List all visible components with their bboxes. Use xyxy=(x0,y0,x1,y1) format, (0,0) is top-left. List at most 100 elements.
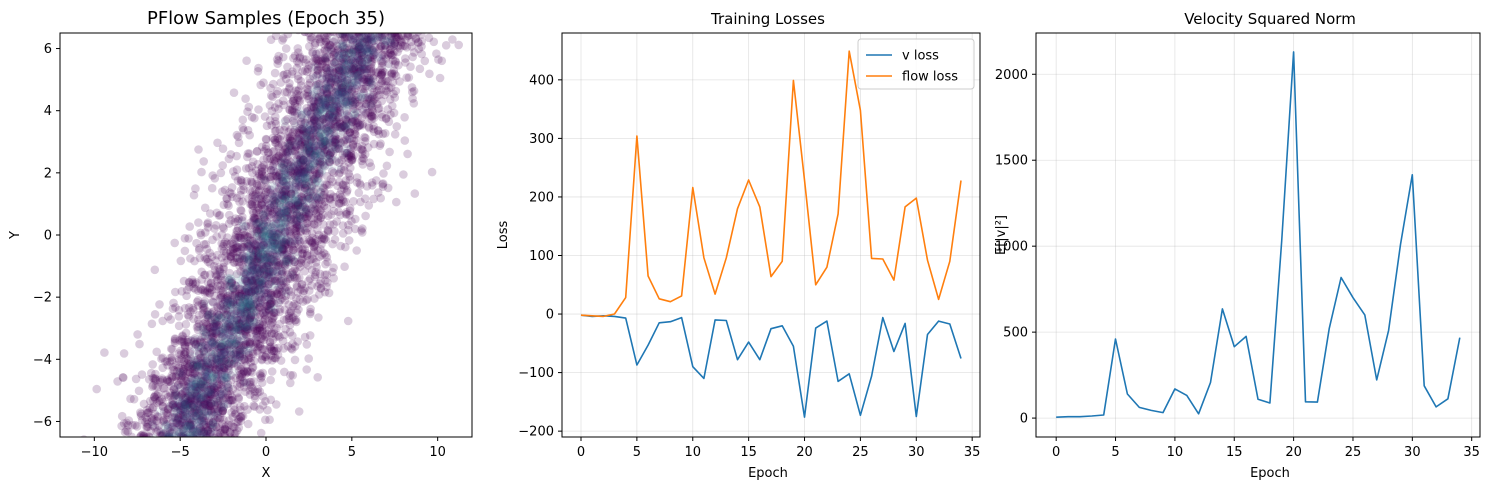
scatter-point-dense xyxy=(383,61,393,71)
scatter-point xyxy=(254,265,264,274)
scatter-point xyxy=(380,77,390,86)
scatter-point xyxy=(304,354,314,363)
scatter-point xyxy=(378,179,388,188)
scatter-point xyxy=(298,169,308,178)
scatter-point xyxy=(298,124,307,134)
scatter-point xyxy=(240,239,249,249)
scatter-point xyxy=(399,170,408,179)
scatter-point xyxy=(166,315,175,324)
scatter-point xyxy=(331,96,341,105)
scatter-point xyxy=(228,248,238,258)
scatter-point xyxy=(266,154,276,163)
scatter-point xyxy=(239,347,249,357)
scatter-point xyxy=(303,164,313,173)
scatter-point xyxy=(247,177,257,187)
scatter-point xyxy=(349,115,358,124)
scatter-point xyxy=(300,332,310,342)
scatter-point xyxy=(151,390,160,400)
scatter-point xyxy=(291,273,300,283)
scatter-point xyxy=(311,56,321,65)
scatter-point xyxy=(196,411,205,420)
scatter-point xyxy=(261,415,270,425)
scatter-point xyxy=(215,267,224,276)
scatter-point xyxy=(218,328,227,337)
scatter-point xyxy=(272,198,281,208)
scatter-point xyxy=(218,187,227,196)
scatter-point xyxy=(237,206,246,216)
scatter-point xyxy=(216,290,226,300)
scatter-point xyxy=(292,273,302,283)
scatter-point xyxy=(331,77,340,86)
scatter-point xyxy=(151,375,160,384)
scatter-point xyxy=(316,150,326,160)
scatter-point xyxy=(271,117,280,126)
scatter-point xyxy=(407,37,416,47)
scatter-point xyxy=(290,118,299,128)
scatter-point xyxy=(302,218,312,228)
scatter-point xyxy=(270,197,280,206)
scatter-point xyxy=(236,324,246,333)
scatter-point xyxy=(235,231,244,241)
scatter-point xyxy=(248,347,257,356)
scatter-point xyxy=(285,171,295,180)
scatter-point xyxy=(303,88,312,97)
scatter-point xyxy=(287,189,296,199)
scatter-point xyxy=(279,278,288,287)
scatter-point xyxy=(321,180,330,189)
scatter-point xyxy=(360,38,370,47)
scatter-point xyxy=(391,56,400,66)
scatter-point xyxy=(326,189,335,199)
scatter-point xyxy=(290,98,300,108)
scatter-point xyxy=(311,107,321,116)
scatter-point xyxy=(170,412,180,422)
scatter-point xyxy=(212,341,221,351)
scatter-point xyxy=(350,34,359,43)
scatter-point xyxy=(258,210,268,219)
scatter-point xyxy=(354,64,364,74)
scatter-point xyxy=(180,397,189,407)
scatter-point xyxy=(268,147,278,157)
scatter-point xyxy=(272,257,282,267)
scatter-point xyxy=(339,87,348,97)
scatter-point xyxy=(381,43,391,52)
scatter-point xyxy=(228,422,238,432)
scatter-point xyxy=(293,86,303,96)
scatter-point xyxy=(364,44,374,53)
scatter-point xyxy=(337,85,347,94)
scatter-point xyxy=(178,425,187,435)
scatter-point xyxy=(322,282,331,292)
scatter-point xyxy=(175,413,184,423)
scatter-point xyxy=(296,227,305,237)
scatter-point xyxy=(290,355,300,365)
scatter-point xyxy=(241,322,250,332)
scatter-point xyxy=(158,316,167,326)
scatter-point xyxy=(199,337,208,347)
scatter-point xyxy=(286,136,296,145)
scatter-point xyxy=(319,85,329,94)
scatter-point xyxy=(345,151,354,161)
scatter-point xyxy=(243,368,252,377)
scatter-point xyxy=(217,357,226,367)
scatter-point xyxy=(287,106,297,115)
scatter-point xyxy=(386,37,395,46)
scatter-point xyxy=(232,242,242,252)
scatter-point xyxy=(280,367,289,377)
scatter-point xyxy=(282,88,292,97)
scatter-point xyxy=(334,135,343,144)
scatter-point xyxy=(158,402,167,411)
scatter-point xyxy=(298,244,308,254)
scatter-point xyxy=(276,276,286,286)
scatter-point xyxy=(350,99,360,108)
scatter-point xyxy=(255,371,265,380)
scatter-point xyxy=(261,141,271,151)
scatter-point xyxy=(283,152,293,161)
scatter-point xyxy=(338,66,347,76)
scatter-point xyxy=(178,369,188,379)
scatter-point xyxy=(256,243,266,252)
scatter-point xyxy=(292,282,302,292)
scatter-point xyxy=(427,167,437,177)
scatter-point xyxy=(180,411,190,421)
scatter-point xyxy=(304,33,313,38)
scatter-point xyxy=(180,349,189,359)
scatter-point xyxy=(336,165,346,174)
